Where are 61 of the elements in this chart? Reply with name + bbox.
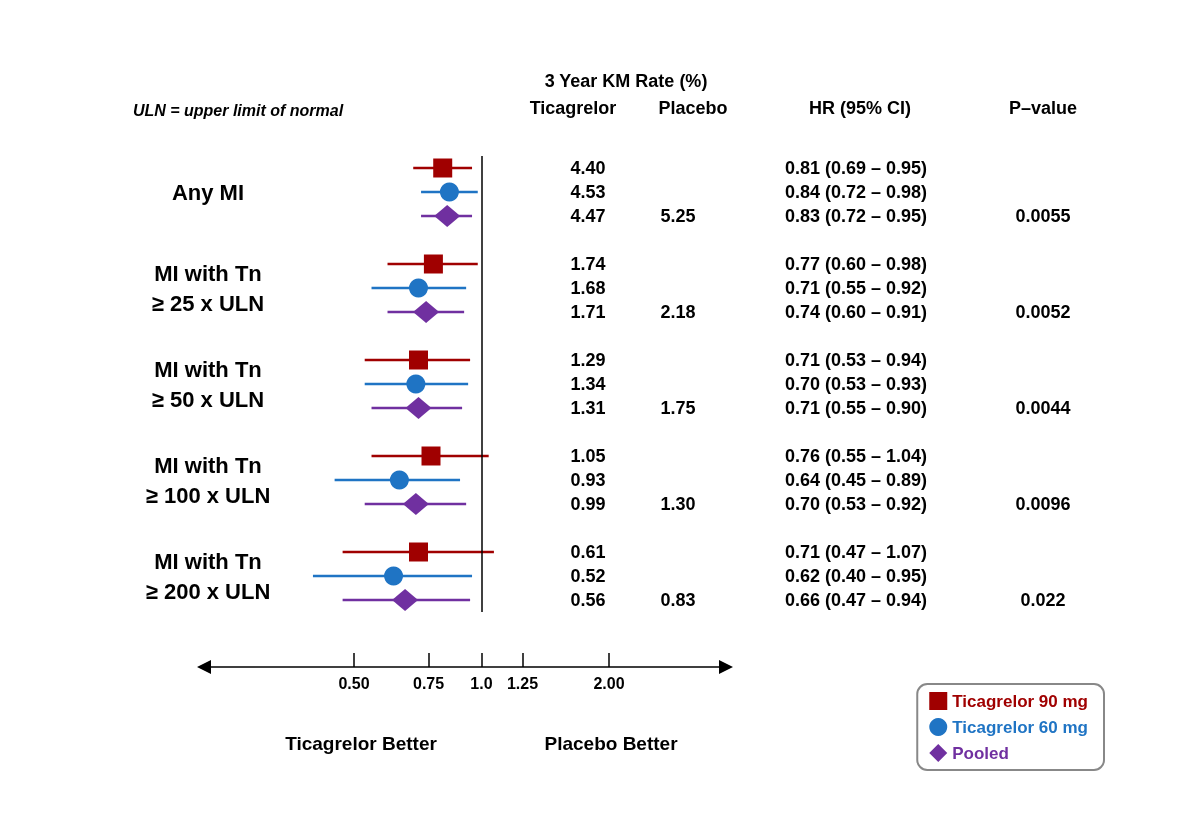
y-tick-label: MI with Tn ≥ 100 x ULN bbox=[145, 452, 271, 508]
text: P–value bbox=[1008, 98, 1078, 118]
annotation: 1.31 bbox=[570, 398, 606, 418]
text: 0.83 (0.72 – 0.95) bbox=[784, 206, 928, 226]
text: 0.74 (0.60 – 0.91) bbox=[784, 302, 928, 322]
annotation: 4.53 bbox=[570, 182, 606, 202]
text: 0.70 (0.53 – 0.93) bbox=[784, 374, 928, 394]
y-tick-label: MI with Tn ≥ 25 x ULN bbox=[151, 260, 265, 316]
annotation: 1.71 bbox=[570, 302, 606, 322]
text: 0.66 (0.47 – 0.94) bbox=[784, 590, 928, 610]
x-tick-label: 1.0 bbox=[470, 674, 493, 692]
text: 0.76 (0.55 – 1.04) bbox=[784, 446, 928, 466]
annotation: 0.61 bbox=[570, 542, 606, 562]
annotation: 1.30 bbox=[660, 494, 696, 514]
annotation: 0.83 bbox=[660, 590, 696, 610]
x-tick-label: 2.00 bbox=[593, 674, 625, 692]
annotation: 1.29 bbox=[570, 350, 606, 370]
annotation: 5.25 bbox=[660, 206, 696, 226]
annotation: 0.52 bbox=[570, 566, 606, 586]
legend-label: Pooled bbox=[952, 743, 1009, 763]
annotation: 0.93 bbox=[570, 470, 606, 490]
text: 0.0052 bbox=[1015, 302, 1071, 322]
text: 0.64 (0.45 – 0.89) bbox=[784, 470, 928, 490]
annotation: 2.18 bbox=[660, 302, 696, 322]
text: 0.81 (0.69 – 0.95) bbox=[784, 158, 928, 178]
annotation: 0.99 bbox=[570, 494, 606, 514]
y-tick-label: MI with Tn ≥ 50 x ULN bbox=[151, 356, 265, 412]
legend-label: Ticagrelor 60 mg bbox=[952, 717, 1089, 737]
text: Ticagrelor Better bbox=[285, 732, 438, 754]
text: 0.70 (0.53 – 0.92) bbox=[784, 494, 928, 514]
x-tick-label: 0.50 bbox=[338, 674, 370, 692]
annotation: 4.40 bbox=[570, 158, 606, 178]
text: 0.71 (0.55 – 0.92) bbox=[784, 278, 928, 298]
annotation: 0.56 bbox=[570, 590, 606, 610]
annotation: 1.05 bbox=[570, 446, 606, 466]
y-tick-label: MI with Tn ≥ 200 x ULN bbox=[145, 548, 271, 604]
text: Placebo Better bbox=[544, 732, 679, 754]
legend-label: Ticagrelor 90 mg bbox=[952, 691, 1089, 711]
text: ULN = upper limit of normal bbox=[132, 101, 344, 119]
annotation: 1.74 bbox=[570, 254, 606, 274]
text: 0.0055 bbox=[1015, 206, 1071, 226]
annotation: 4.47 bbox=[570, 206, 606, 226]
text: 0.0044 bbox=[1015, 398, 1071, 418]
text: 0.71 (0.55 – 0.90) bbox=[784, 398, 928, 418]
text: 0.62 (0.40 – 0.95) bbox=[784, 566, 928, 586]
text: Placebo bbox=[658, 98, 728, 118]
x-tick-label: 0.75 bbox=[412, 674, 445, 692]
x-tick-label: 1.25 bbox=[506, 674, 539, 692]
text: 0.0096 bbox=[1015, 494, 1071, 514]
text: 0.71 (0.53 – 0.94) bbox=[784, 350, 928, 370]
annotation: 1.34 bbox=[570, 374, 606, 394]
text: 0.022 bbox=[1020, 590, 1066, 610]
text: Ticagrelor bbox=[529, 98, 617, 118]
text: 0.84 (0.72 – 0.98) bbox=[784, 182, 928, 202]
text: HR (95% CI) bbox=[808, 98, 912, 118]
annotation: 1.75 bbox=[660, 398, 696, 418]
y-tick-label: Any MI bbox=[171, 179, 245, 205]
annotation: 1.68 bbox=[570, 278, 606, 298]
text: 0.77 (0.60 – 0.98) bbox=[784, 254, 928, 274]
text: 0.71 (0.47 – 1.07) bbox=[784, 542, 928, 562]
text: 3 Year KM Rate (%) bbox=[544, 71, 708, 91]
